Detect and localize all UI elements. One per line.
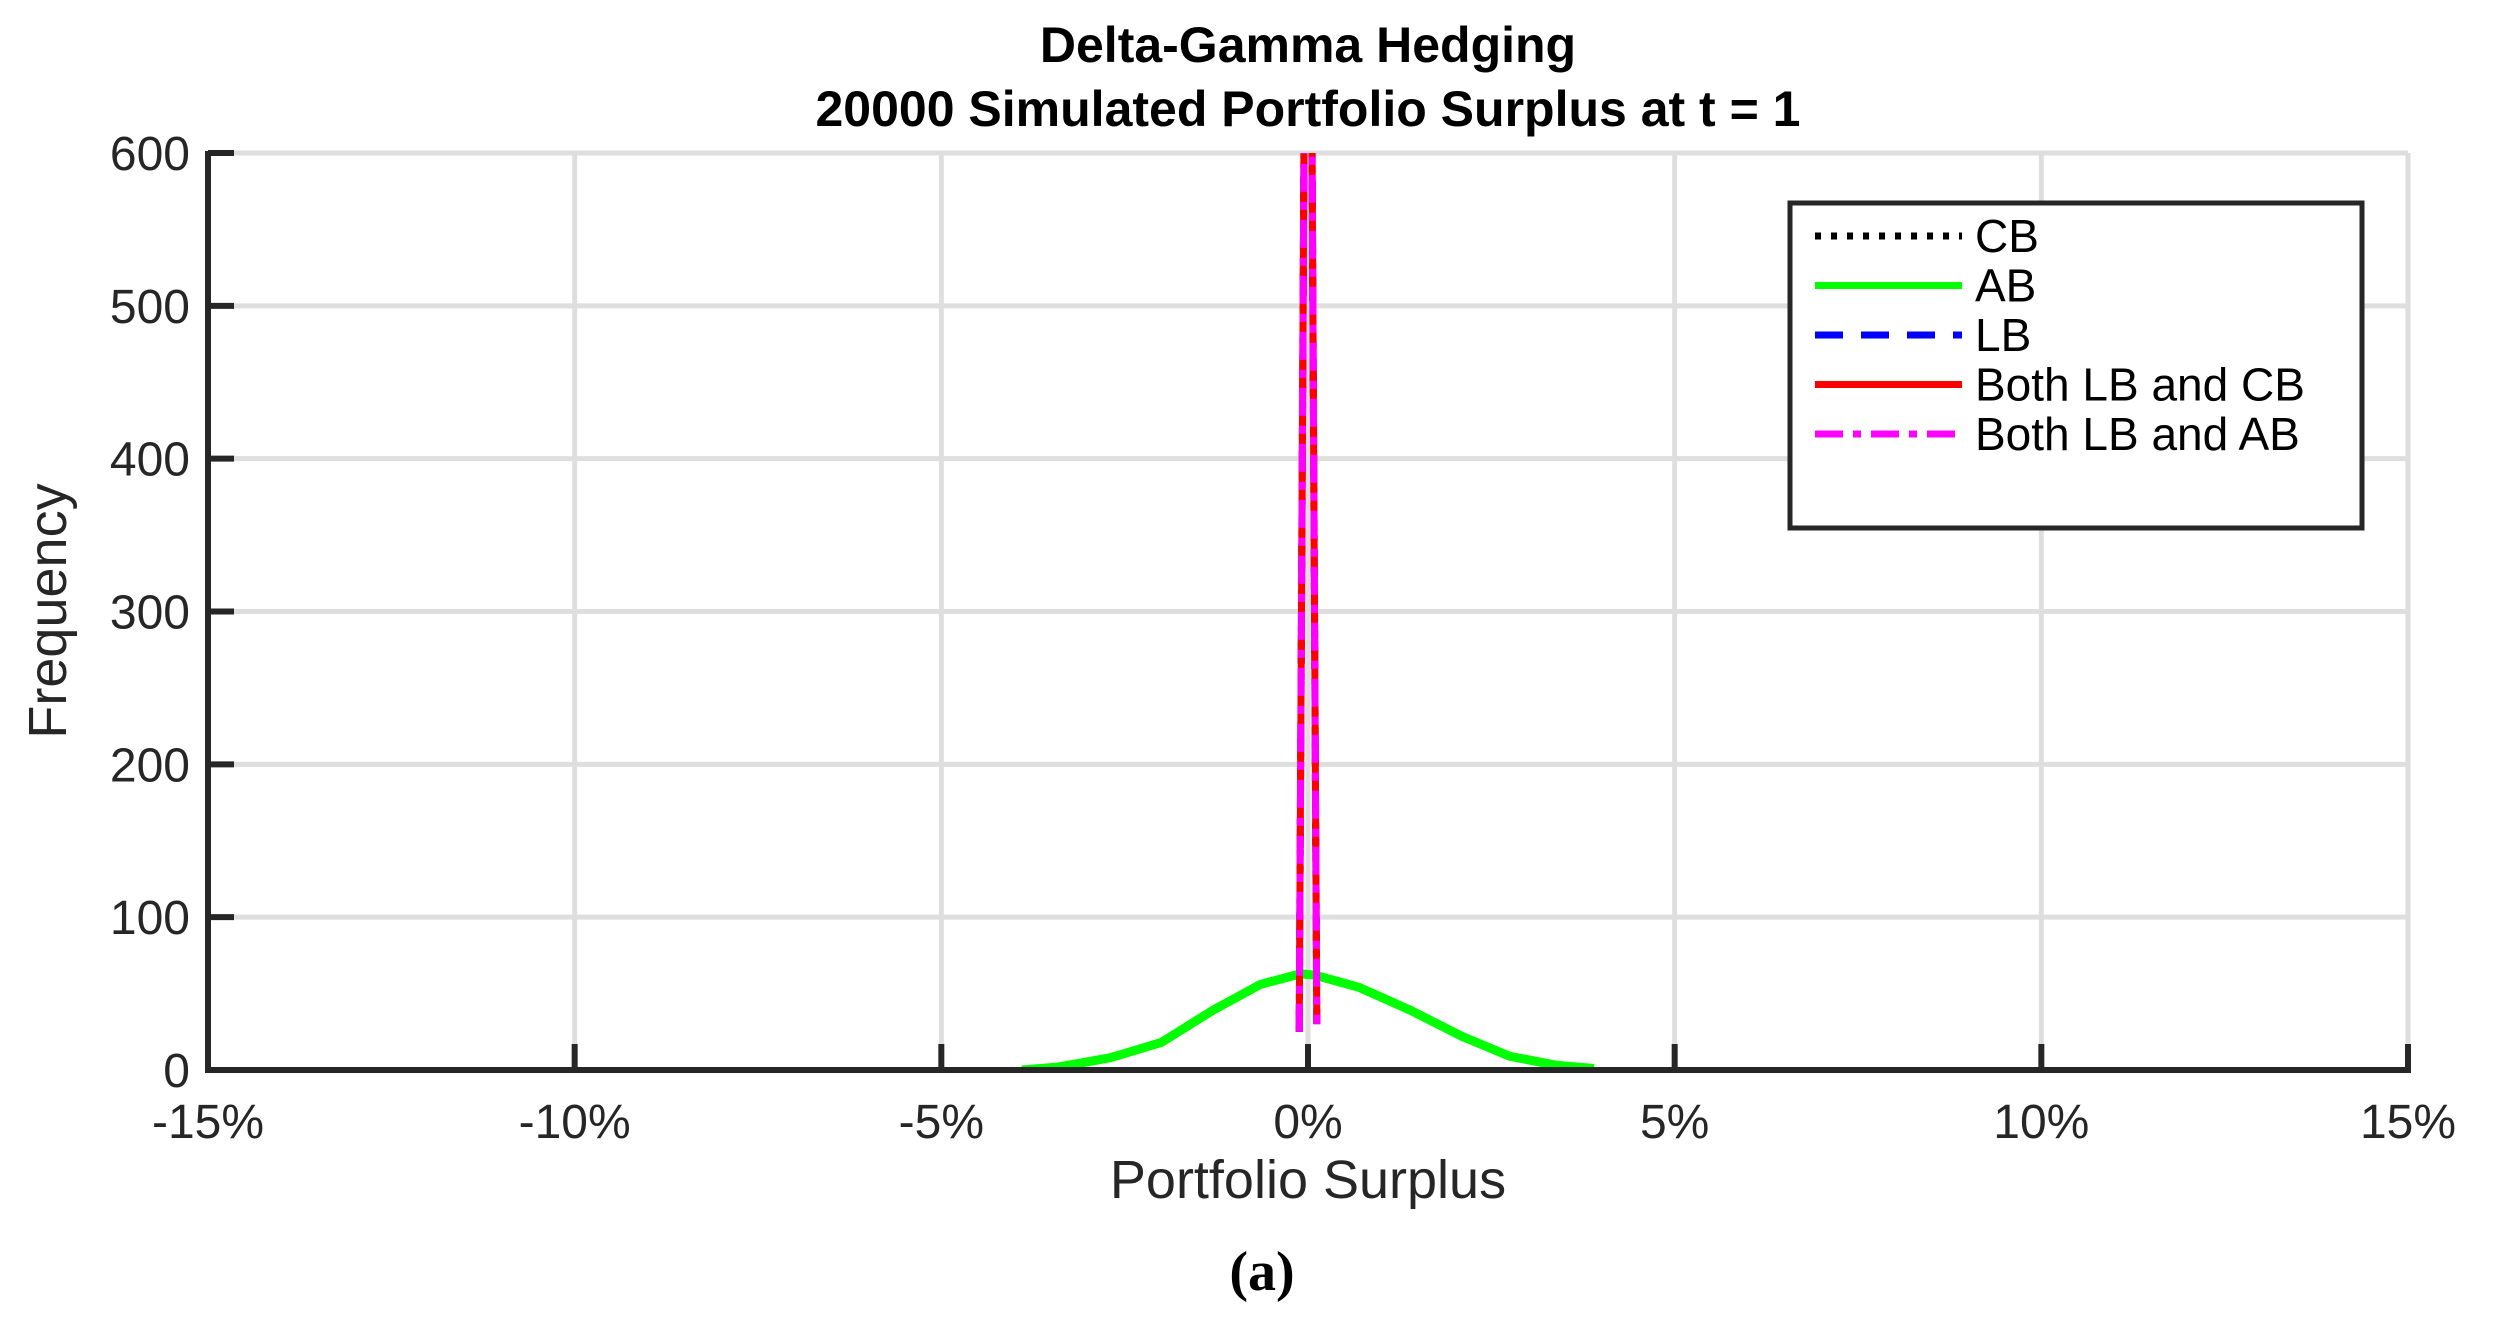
y-tick-label: 200 [110,739,190,792]
x-tick-label: -15% [152,1096,264,1149]
x-tick-label: 0% [1273,1096,1342,1149]
legend-label: Both LB and CB [1975,359,2305,411]
y-tick-label: 300 [110,587,190,640]
chart-title: Delta-Gamma Hedging [1040,17,1576,73]
series-layer [1021,153,1595,1070]
x-tick-label: 5% [1640,1096,1709,1149]
series-both-lb-and-ab [1295,153,1321,1032]
legend-label: LB [1975,309,2031,361]
y-tick-label: 500 [110,281,190,334]
y-tick-label: 400 [110,434,190,487]
x-tick-label: -10% [519,1096,631,1149]
legend-label: AB [1975,260,2036,312]
x-tick-label: 15% [2360,1096,2456,1149]
legend-box [1787,200,2365,531]
y-axis-label: Frequency [18,483,78,738]
y-tick-label: 0 [163,1045,190,1098]
series-ab [1021,969,1595,1070]
legend-label: CB [1975,210,2039,262]
y-tick-label: 600 [110,128,190,181]
figure-caption: (a) [1229,1241,1294,1303]
chart-subtitle: 20000 Simulated Portfolio Surplus at t =… [816,81,1801,137]
axes [205,150,2411,1073]
x-tick-label: -5% [899,1096,984,1149]
tick-labels: 0 100 200 300 400 500 600 -15% -10% -5% 0% 5% 10% 15% [110,128,2456,1149]
y-tick-label: 100 [110,892,190,945]
legend-label: Both LB and AB [1975,408,2300,460]
x-tick-label: 10% [1993,1096,2089,1149]
x-axis-label: Portfolio Surplus [1110,1150,1506,1210]
